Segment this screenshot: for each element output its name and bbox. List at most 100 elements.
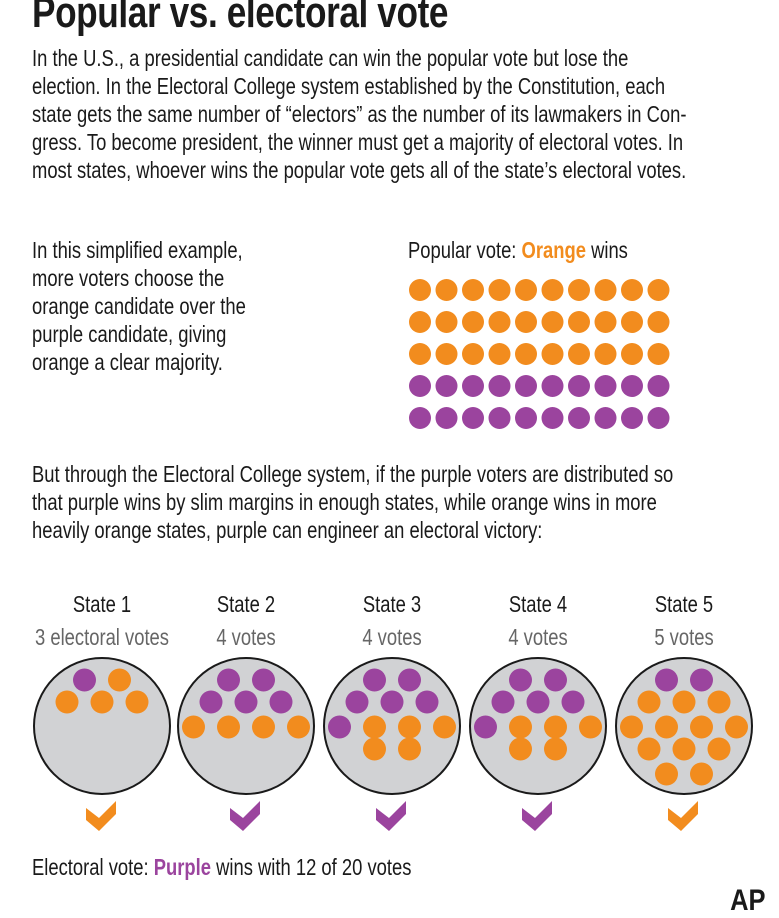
purple-voter-dot bbox=[217, 668, 240, 692]
text-line: orange candidate over the bbox=[32, 293, 246, 319]
orange-voter-dot bbox=[488, 343, 511, 365]
orange-voter-dot bbox=[620, 715, 643, 739]
state-name: State 1 bbox=[72, 591, 132, 617]
purple-voter-dot bbox=[647, 407, 670, 429]
orange-voter-dot bbox=[217, 715, 240, 739]
purple-voter-dot bbox=[328, 715, 351, 739]
orange-voter-dot bbox=[363, 737, 386, 761]
text-line: In the U.S., a presidential candidate ca… bbox=[32, 45, 629, 71]
orange-voter-dot bbox=[594, 311, 617, 333]
orange-voter-dot bbox=[287, 715, 310, 739]
orange-voter-dot bbox=[707, 737, 731, 761]
purple-voter-dot bbox=[488, 407, 511, 429]
orange-voter-dot bbox=[707, 690, 731, 714]
purple-voter-dot bbox=[509, 668, 532, 692]
purple-voter-dot bbox=[515, 407, 537, 429]
purple-voter-dot bbox=[491, 690, 515, 714]
popular-vote-heading: Popular vote: Orange wins bbox=[408, 237, 628, 263]
state-name: State 5 bbox=[654, 591, 714, 617]
orange-voter-dot bbox=[182, 715, 205, 739]
text-line: gress. To become president, the winner m… bbox=[32, 129, 684, 155]
orange-voter-dot bbox=[509, 715, 532, 739]
orange-voter-dot bbox=[544, 715, 567, 739]
purple-voter-dot bbox=[363, 668, 386, 692]
purple-voter-dot bbox=[621, 375, 643, 397]
state-name: State 2 bbox=[216, 591, 276, 617]
purple-voter-dot bbox=[435, 407, 458, 429]
orange-voter-dot bbox=[55, 690, 79, 714]
text-line: election. In the Electoral College syste… bbox=[32, 73, 666, 99]
orange-voter-dot bbox=[672, 690, 696, 714]
orange-voter-dot bbox=[621, 311, 643, 333]
checkmark-icon bbox=[668, 801, 698, 831]
text-line: more voters choose the bbox=[32, 265, 225, 291]
orange-voter-dot bbox=[690, 762, 713, 786]
text-line: state gets the same number of “electors”… bbox=[32, 101, 687, 127]
orange-voter-dot bbox=[252, 715, 275, 739]
orange-voter-dot bbox=[462, 343, 484, 365]
orange-voter-dot bbox=[515, 343, 537, 365]
orange-voter-dot bbox=[435, 343, 458, 365]
orange-voter-dot bbox=[594, 343, 617, 365]
checkmark-icon bbox=[376, 801, 406, 831]
purple-voter-dot bbox=[234, 690, 258, 714]
orange-voter-dot bbox=[541, 343, 564, 365]
purple-voter-dot bbox=[462, 407, 484, 429]
text-line: most states, whoever wins the popular vo… bbox=[32, 157, 687, 183]
orange-voter-dot bbox=[435, 279, 458, 301]
orange-voter-dot bbox=[363, 715, 386, 739]
orange-voter-dot bbox=[90, 690, 114, 714]
state-votes: 5 votes bbox=[654, 624, 714, 650]
orange-voter-dot bbox=[398, 737, 421, 761]
purple-voter-dot bbox=[647, 375, 670, 397]
purple-voter-dot bbox=[488, 375, 511, 397]
orange-voter-dot bbox=[655, 715, 678, 739]
checkmark-icon bbox=[522, 801, 552, 831]
state-votes: 4 votes bbox=[362, 624, 422, 650]
orange-voter-dot bbox=[568, 279, 590, 301]
purple-voter-dot bbox=[409, 407, 431, 429]
state-name: State 4 bbox=[508, 591, 568, 617]
orange-voter-dot bbox=[488, 311, 511, 333]
purple-voter-dot bbox=[409, 375, 431, 397]
orange-voter-dot bbox=[672, 737, 696, 761]
purple-voter-dot bbox=[621, 407, 643, 429]
purple-voter-dot bbox=[252, 668, 275, 692]
purple-voter-dot bbox=[73, 668, 96, 692]
purple-voter-dot bbox=[655, 668, 678, 692]
orange-voter-dot bbox=[509, 737, 532, 761]
orange-voter-dot bbox=[515, 279, 537, 301]
orange-voter-dot bbox=[409, 279, 431, 301]
orange-voter-dot bbox=[568, 311, 590, 333]
orange-voter-dot bbox=[647, 311, 670, 333]
purple-voter-dot bbox=[594, 375, 617, 397]
purple-voter-dot bbox=[541, 407, 564, 429]
state-votes: 4 votes bbox=[508, 624, 568, 650]
orange-voter-dot bbox=[462, 311, 484, 333]
orange-voter-dot bbox=[725, 715, 748, 739]
orange-voter-dot bbox=[637, 737, 661, 761]
purple-voter-dot bbox=[515, 375, 537, 397]
text-line: orange a clear majority. bbox=[32, 349, 223, 375]
orange-voter-dot bbox=[637, 690, 661, 714]
orange-voter-dot bbox=[462, 279, 484, 301]
orange-voter-dot bbox=[409, 343, 431, 365]
orange-voter-dot bbox=[398, 715, 421, 739]
checkmark-icon bbox=[230, 801, 260, 831]
orange-voter-dot bbox=[125, 690, 149, 714]
text-line: In this simplified example, bbox=[32, 237, 243, 263]
text-line: purple candidate, giving bbox=[32, 321, 227, 347]
checkmark-icon bbox=[86, 801, 116, 831]
purple-voter-dot bbox=[462, 375, 484, 397]
orange-voter-dot bbox=[541, 279, 564, 301]
purple-voter-dot bbox=[541, 375, 564, 397]
orange-voter-dot bbox=[515, 311, 537, 333]
purple-voter-dot bbox=[474, 715, 497, 739]
purple-voter-dot bbox=[435, 375, 458, 397]
purple-voter-dot bbox=[269, 690, 293, 714]
text-line: that purple wins by slim margins in enou… bbox=[32, 489, 657, 515]
purple-voter-dot bbox=[380, 690, 404, 714]
state-circle bbox=[33, 657, 171, 795]
orange-voter-dot bbox=[488, 279, 511, 301]
